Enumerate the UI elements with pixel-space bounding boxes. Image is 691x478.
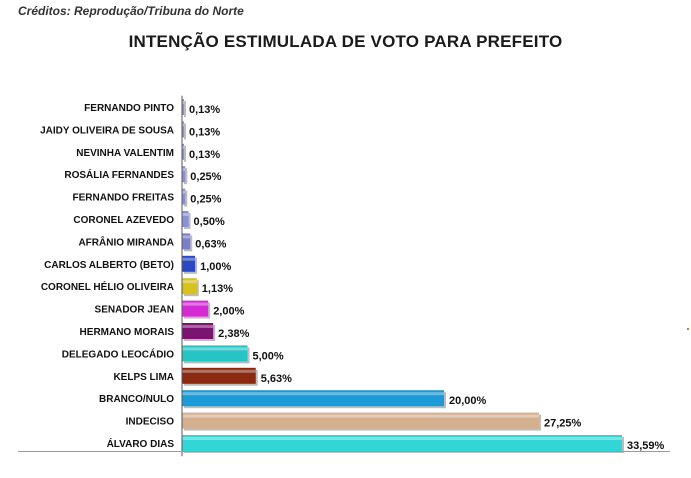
bar [182, 323, 214, 339]
category-label: KELPS LIMA [113, 372, 174, 383]
bar-highlight [182, 123, 184, 127]
category-label: DELEGADO LEOCÁDIO [62, 347, 174, 360]
bar-highlight [182, 369, 256, 373]
bar-highlight [182, 101, 184, 104]
bar [182, 367, 256, 384]
bar-highlight [182, 414, 539, 418]
category-label: CORONEL HÉLIO OLIVEIRA [41, 280, 174, 293]
bar-highlight [182, 347, 248, 351]
chart-title: INTENÇÃO ESTIMULADA DE VOTO PARA PREFEIT… [128, 32, 563, 51]
bar [182, 255, 196, 272]
value-label: 2,38% [218, 328, 249, 340]
bar [182, 121, 184, 138]
bar-highlight [182, 145, 184, 149]
value-label: 0,50% [194, 216, 225, 228]
bar [182, 99, 184, 115]
value-label: 20,00% [449, 395, 487, 407]
category-label: FERNANDO FREITAS [73, 193, 175, 204]
bar [182, 412, 539, 429]
category-label: FERNANDO PINTO [84, 103, 174, 114]
bar-shadow [184, 123, 186, 140]
bar-highlight [182, 280, 197, 284]
category-label: AFRÂNIO MIRANDA [78, 235, 174, 248]
category-label: CARLOS ALBERTO (BETO) [44, 260, 174, 271]
bar-highlight [182, 190, 186, 194]
bar-shadow [184, 101, 186, 117]
bar-highlight [182, 257, 196, 261]
bar-highlight [182, 168, 186, 172]
category-label: SENADOR JEAN [95, 305, 174, 316]
bar [182, 211, 189, 227]
bar-highlight [182, 325, 214, 328]
bar-shadow [184, 168, 188, 185]
category-label: ROSÁLIA FERNANDES [64, 168, 174, 181]
value-label: 5,00% [253, 350, 284, 362]
photo-credits: Créditos: Reprodução/Tribuna do Norte [18, 4, 244, 18]
bar [182, 345, 248, 362]
bar-shadow [184, 190, 188, 207]
value-label: 5,63% [261, 373, 292, 385]
value-label: 0,63% [195, 238, 226, 250]
value-label: 27,25% [544, 418, 582, 430]
value-label: 0,13% [189, 104, 220, 116]
bar [182, 143, 184, 160]
value-label: 0,25% [190, 171, 221, 183]
bar-highlight [182, 392, 444, 396]
value-label: 0,13% [189, 126, 220, 138]
value-label: 33,59% [627, 440, 665, 452]
bar [182, 166, 186, 183]
bar-highlight [182, 437, 623, 440]
category-label: NEVINHA VALENTIM [76, 148, 174, 159]
bar [182, 390, 444, 407]
edge-mark [687, 328, 689, 358]
bar [182, 233, 191, 250]
bar [182, 435, 623, 451]
category-label: BRANCO/NULO [99, 394, 174, 405]
category-label: CORONEL AZEVEDO [73, 215, 174, 226]
bar [182, 278, 197, 295]
value-label: 2,00% [213, 306, 244, 318]
bar-highlight [182, 235, 191, 239]
category-label: INDECISO [126, 417, 175, 428]
bar [182, 188, 186, 205]
category-label: JAIDY OLIVEIRA DE SOUSA [40, 125, 174, 136]
category-label: ÁLVARO DIAS [107, 437, 175, 450]
value-label: 0,13% [189, 149, 220, 161]
value-label: 1,00% [200, 261, 231, 273]
bar-highlight [182, 213, 189, 216]
bar-highlight [182, 302, 209, 306]
bar-shadow [184, 145, 186, 162]
category-label: HERMANO MORAIS [80, 327, 175, 338]
value-label: 1,13% [202, 283, 233, 295]
bar [182, 300, 209, 317]
value-label: 0,25% [190, 194, 221, 206]
bottom-rule [18, 451, 670, 452]
